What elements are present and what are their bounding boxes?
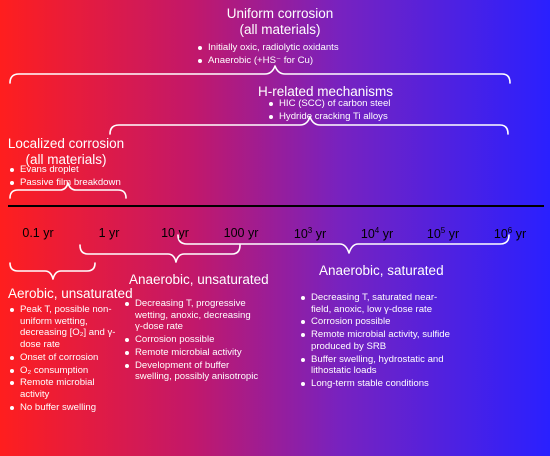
anaerobic-unsaturated-title: Anaerobic, unsaturated bbox=[129, 272, 269, 287]
h-related-title: H-related mechanisms bbox=[258, 84, 394, 99]
anaerobic-saturated-title: Anaerobic, saturated bbox=[319, 263, 444, 278]
localized-corrosion-list: Evans droplet Passive film breakdown bbox=[8, 164, 121, 189]
localized-title-line1: Localized corrosion bbox=[7, 136, 125, 151]
uniform-title-line1: Uniform corrosion bbox=[226, 6, 334, 21]
tick-label: 0.1 yr bbox=[22, 226, 54, 240]
list-item: O₂ consumption bbox=[8, 365, 122, 377]
list-item: Peak T, possible non-uniform wetting, de… bbox=[8, 304, 122, 351]
aerobic-unsaturated-list: Peak T, possible non-uniform wetting, de… bbox=[8, 304, 122, 414]
list-item: Corrosion possible bbox=[299, 316, 457, 328]
list-item: Remote microbial activity bbox=[8, 377, 122, 400]
list-item: Decreasing T, saturated near-field, anox… bbox=[299, 292, 457, 315]
list-item: Remote microbial activity bbox=[123, 347, 261, 359]
list-item: HIC (SCC) of carbon steel bbox=[267, 98, 390, 110]
list-item: Hydride cracking Ti alloys bbox=[267, 111, 390, 123]
h-related-list: HIC (SCC) of carbon steel Hydride cracki… bbox=[267, 98, 390, 123]
list-item: Decreasing T, progressive wetting, anoxi… bbox=[123, 298, 261, 333]
uniform-corrosion-title: Uniform corrosion (all materials) bbox=[190, 6, 370, 37]
list-item: No buffer swelling bbox=[8, 402, 122, 414]
list-item: Passive film breakdown bbox=[8, 177, 121, 189]
tick-label: 105 yr bbox=[426, 226, 460, 241]
list-item: Initially oxic, radiolytic oxidants bbox=[196, 42, 339, 54]
aerobic-unsaturated-title: Aerobic, unsaturated bbox=[8, 286, 133, 301]
aerobic-bracket bbox=[9, 262, 96, 280]
tick-label: 104 yr bbox=[360, 226, 394, 241]
localized-title-line2: (all materials) bbox=[25, 151, 107, 167]
anaerobic-saturated-list: Decreasing T, saturated near-field, anox… bbox=[299, 292, 457, 391]
list-item: Anaerobic (+HS⁻ for Cu) bbox=[196, 55, 339, 67]
tick-label: 1 yr bbox=[98, 226, 120, 240]
uniform-corrosion-bracket bbox=[9, 65, 511, 84]
localized-corrosion-title: Localized corrosion (all materials) bbox=[4, 136, 128, 167]
list-item: Corrosion possible bbox=[123, 334, 261, 346]
anaerobic-saturated-bracket bbox=[177, 234, 510, 254]
list-item: Evans droplet bbox=[8, 164, 121, 176]
tick-label: 100 yr bbox=[223, 226, 259, 240]
anaerobic-unsaturated-bracket bbox=[79, 244, 241, 263]
tick-label: 103 yr bbox=[293, 226, 327, 241]
uniform-corrosion-list: Initially oxic, radiolytic oxidants Anae… bbox=[196, 42, 339, 67]
list-item: Development of buffer swelling, possibly… bbox=[123, 360, 261, 383]
localized-corrosion-bracket bbox=[9, 182, 127, 199]
timeline-axis bbox=[8, 205, 544, 207]
tick-label: 106 yr bbox=[493, 226, 527, 241]
h-related-bracket bbox=[109, 116, 509, 135]
list-item: Onset of corrosion bbox=[8, 352, 122, 364]
uniform-title-line2: (all materials) bbox=[239, 21, 321, 37]
list-item: Long-term stable conditions bbox=[299, 378, 457, 390]
list-item: Remote microbial activity, sulfide produ… bbox=[299, 329, 457, 352]
tick-label: 10 yr bbox=[161, 226, 189, 240]
list-item: Buffer swelling, hydrostatic and lithost… bbox=[299, 354, 457, 377]
anaerobic-unsaturated-list: Decreasing T, progressive wetting, anoxi… bbox=[123, 298, 261, 384]
